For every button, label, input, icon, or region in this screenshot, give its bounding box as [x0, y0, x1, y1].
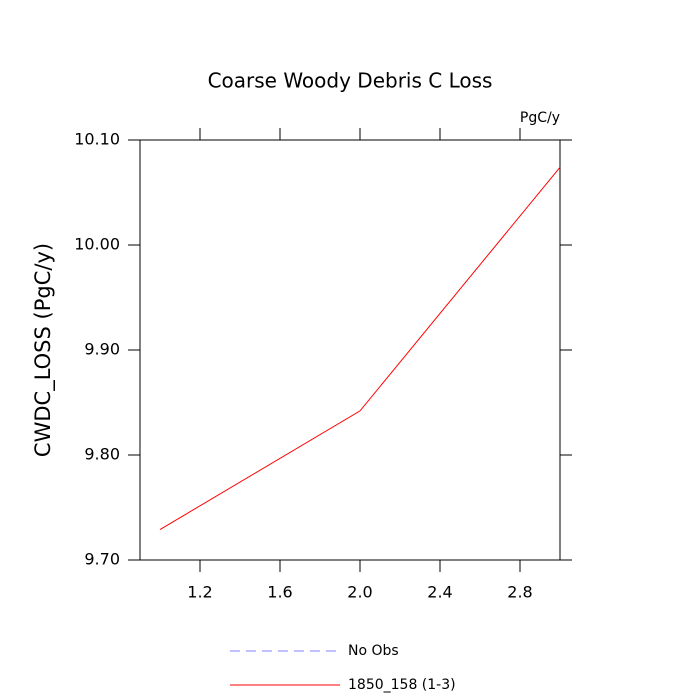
- x-tick-label: 1.6: [267, 583, 292, 602]
- y-tick-label: 9.80: [84, 445, 120, 464]
- x-tick-label: 2.4: [427, 583, 452, 602]
- line-series: [159, 166, 561, 530]
- x-tick-label: 2.8: [507, 583, 532, 602]
- y-tick-label: 10.00: [74, 235, 120, 254]
- y-tick-label: 9.70: [84, 550, 120, 569]
- y-axis-label: CWDC_LOSS (PgC/y): [31, 243, 56, 457]
- units-label: PgC/y: [520, 110, 560, 126]
- chart-title: Coarse Woody Debris C Loss: [208, 69, 493, 93]
- x-tick-label: 1.2: [187, 583, 212, 602]
- legend-label: No Obs: [348, 643, 399, 659]
- y-tick-label: 9.90: [84, 340, 120, 359]
- plot-frame: [139, 139, 561, 561]
- x-tick-label: 2.0: [347, 583, 372, 602]
- legend-label: 1850_158 (1-3): [348, 677, 456, 693]
- y-tick-label: 10.10: [74, 130, 120, 149]
